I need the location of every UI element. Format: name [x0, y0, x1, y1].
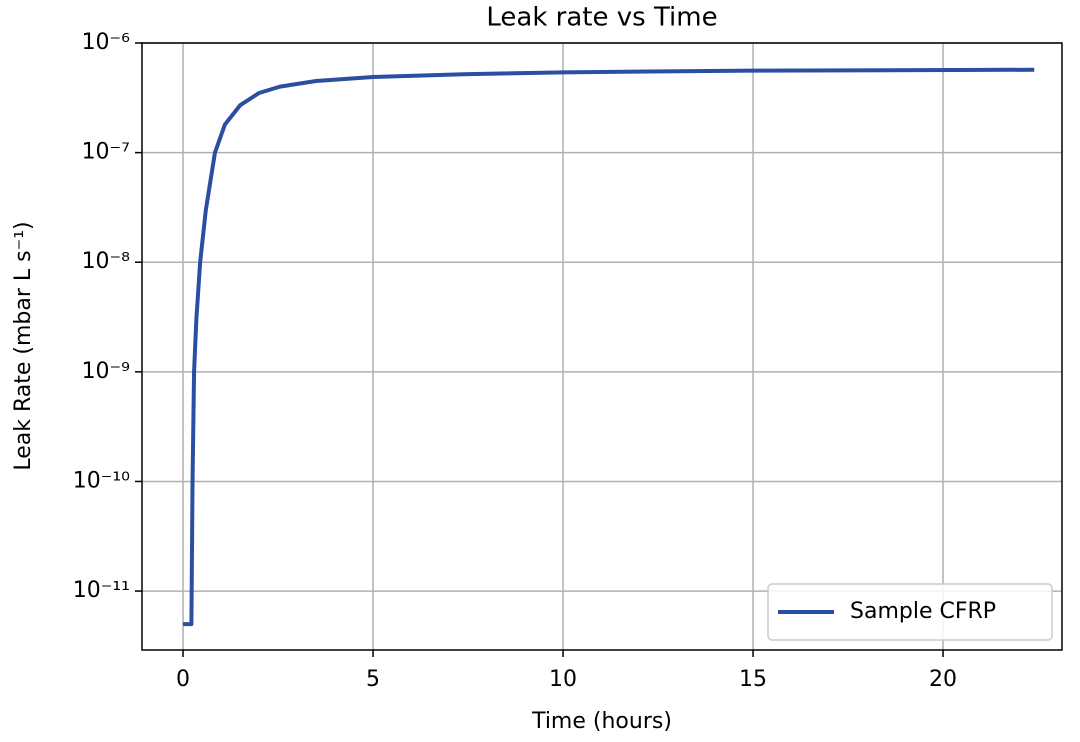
y-tick-label: 10⁻⁹: [82, 359, 130, 384]
legend: Sample CFRP: [767, 583, 1053, 641]
y-tick-label: 10⁻⁷: [82, 140, 130, 165]
x-tick-label: 0: [176, 667, 190, 692]
y-tick-label: 10⁻⁸: [82, 249, 131, 274]
y-tick-label: 10⁻¹⁰: [73, 468, 130, 493]
x-axis-label: Time (hours): [531, 709, 672, 734]
legend-label: Sample CFRP: [850, 599, 996, 624]
y-tick-label: 10⁻¹¹: [73, 578, 130, 603]
plot-frame: [141, 42, 1063, 651]
legend-box: [767, 583, 1053, 641]
data-line: [183, 67, 1035, 627]
x-tick-label: 15: [739, 667, 767, 692]
y-tick-label: 10⁻⁶: [82, 30, 131, 55]
x-tick-label: 10: [549, 667, 577, 692]
y-axis-label: Leak Rate (mbar L s⁻¹): [11, 221, 36, 470]
chart-title: Leak rate vs Time: [486, 3, 717, 33]
x-tick-label: 20: [929, 667, 957, 692]
x-tick-label: 5: [366, 667, 380, 692]
